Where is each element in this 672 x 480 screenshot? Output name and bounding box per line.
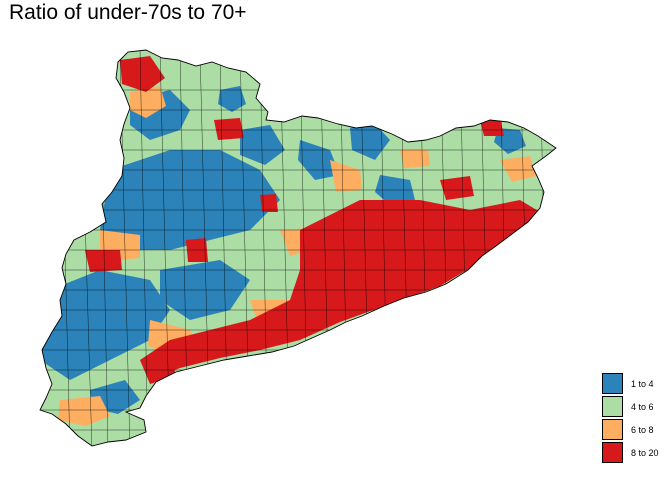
legend-item: 4 to 6 <box>602 395 659 418</box>
legend-item: 8 to 20 <box>602 441 659 464</box>
legend-item: 1 to 4 <box>602 372 659 395</box>
map-title: Ratio of under-70s to 70+ <box>9 1 247 24</box>
legend-label: 1 to 4 <box>631 378 654 389</box>
legend-swatch-6-to-8 <box>602 419 623 440</box>
legend-swatch-4-to-6 <box>602 396 623 417</box>
legend-swatch-8-to-20 <box>602 442 623 463</box>
municipality-boundaries <box>40 50 556 446</box>
region-outline <box>39 49 557 447</box>
legend-item: 6 to 8 <box>602 418 659 441</box>
map-legend: 1 to 4 4 to 6 6 to 8 8 to 20 <box>602 372 659 464</box>
legend-swatch-1-to-4 <box>602 373 623 394</box>
legend-label: 4 to 6 <box>631 401 654 412</box>
legend-label: 6 to 8 <box>631 424 654 435</box>
legend-label: 8 to 20 <box>631 447 659 458</box>
